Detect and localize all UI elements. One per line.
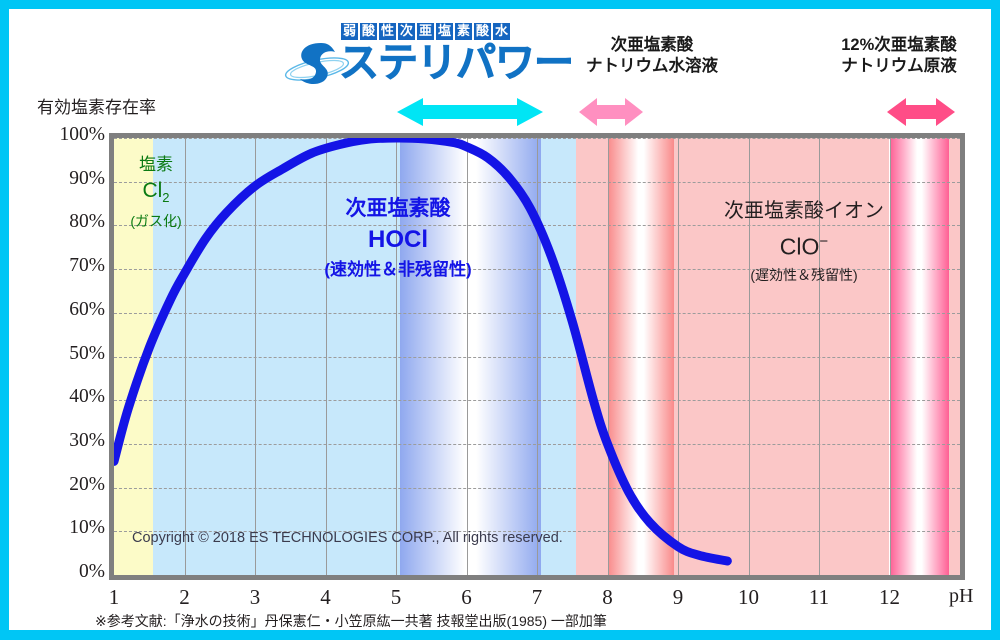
tagline-char: 塩 xyxy=(436,23,453,40)
plot-area: 塩素 Cl2 (ガス化) 次亜塩素酸 HOCl (速効性＆非残留性) 次亜塩素酸… xyxy=(109,133,965,580)
gridline-horizontal xyxy=(114,269,960,271)
header-label-naclo: 次亜塩素酸 ナトリウム水溶液 xyxy=(572,35,732,77)
annotation-hocl-line1: 次亜塩素酸 xyxy=(345,197,451,220)
x-axis-tick: 7 xyxy=(531,585,543,609)
x-axis-tick: 8 xyxy=(602,585,613,609)
gridline-horizontal xyxy=(114,400,960,402)
y-axis-tick: 80% xyxy=(69,211,105,233)
range-arrow-naclo12-icon xyxy=(887,97,955,127)
tagline-char: 酸 xyxy=(360,23,377,40)
y-axis-tick: 40% xyxy=(69,386,105,408)
annotation-hocl-line3: (速効性＆非残留性) xyxy=(324,260,472,279)
y-axis-title: 有効塩素存在率 xyxy=(37,98,156,117)
gridline-horizontal xyxy=(114,531,960,533)
gridline-horizontal xyxy=(114,487,960,489)
gridline-horizontal xyxy=(114,443,960,445)
gridline-horizontal xyxy=(114,356,960,358)
annotation-hypochlorite-line1: 次亜塩素酸イオン xyxy=(724,200,884,222)
annotation-chlorine-line1: 塩素 xyxy=(139,155,173,174)
gridline-horizontal xyxy=(114,138,960,139)
annotation-hypochlorite-formula: ClO− xyxy=(779,233,829,260)
brand-tagline: 弱 酸 性 次 亜 塩 素 酸 水 xyxy=(341,23,510,40)
x-axis-tick: 3 xyxy=(249,585,261,609)
hocl-curve xyxy=(114,138,732,566)
brand-name: ステリパワー xyxy=(339,41,575,86)
y-axis-tick: 100% xyxy=(59,124,106,145)
header-label-naclo12: 12%次亜塩素酸 ナトリウム原液 xyxy=(809,35,989,77)
y-axis-tick: 30% xyxy=(69,429,105,451)
tagline-char: 酸 xyxy=(474,23,491,40)
y-axis-tick: 0% xyxy=(79,561,105,582)
header-label-naclo12-line1: 12%次亜塩素酸 xyxy=(841,36,957,54)
tagline-char: 性 xyxy=(379,23,396,40)
x-axis-tick: 2 xyxy=(179,585,190,609)
annotation-chlorine: 塩素 Cl2 (ガス化) xyxy=(118,152,194,231)
y-axis-tick-labels: 0% 10% 20% 30% 40% 50% 60% 70% 80% 90% 100% xyxy=(29,9,106,640)
annotation-hocl: 次亜塩素酸 HOCl (速効性＆非残留性) xyxy=(278,194,518,284)
annotation-hypochlorite-line3: (遅効性＆残留性) xyxy=(750,266,858,283)
annotation-chlorine-line3: (ガス化) xyxy=(130,213,182,230)
footnote-text: ※参考文献:「浄水の技術」丹保憲仁・小笠原紘一共著 技報堂出版(1985) 一部… xyxy=(95,613,607,629)
x-axis-tick: 6 xyxy=(461,585,472,609)
annotation-hocl-formula: HOCl xyxy=(368,226,428,253)
y-axis-tick: 20% xyxy=(69,473,105,495)
y-axis-tick: 50% xyxy=(69,342,105,364)
x-axis-tick: 12 xyxy=(879,585,900,609)
x-axis-tick: 10 xyxy=(738,585,759,609)
tagline-char: 水 xyxy=(493,23,510,40)
x-axis-tick: 4 xyxy=(320,585,331,609)
x-axis-unit-label: pH xyxy=(949,585,974,607)
brand-logo: 弱 酸 性 次 亜 塩 素 酸 水 ステリパワー xyxy=(283,23,575,89)
annotation-hypochlorite: 次亜塩素酸イオン ClO− (遅効性＆残留性) xyxy=(674,196,934,287)
tagline-char: 素 xyxy=(455,23,472,40)
annotation-chlorine-formula: Cl2 xyxy=(142,179,170,206)
copyright-text: Copyright © 2018 ES TECHNOLOGIES CORP., … xyxy=(132,530,563,546)
tagline-char: 次 xyxy=(398,23,415,40)
swirl-logo-icon xyxy=(283,39,351,87)
x-axis-tick: 5 xyxy=(390,585,402,609)
y-axis-tick: 10% xyxy=(69,517,105,539)
x-axis-tick: 9 xyxy=(672,585,684,609)
y-axis-tick: 70% xyxy=(69,255,105,277)
range-arrow-hocl-icon xyxy=(397,97,543,127)
tagline-char: 亜 xyxy=(417,23,434,40)
tagline-char: 弱 xyxy=(341,23,358,40)
header-label-naclo12-line2: ナトリウム原液 xyxy=(841,57,957,75)
x-axis-tick: 11 xyxy=(808,585,830,609)
header-label-naclo-line2: ナトリウム水溶液 xyxy=(586,57,718,75)
x-axis-tick: 1 xyxy=(108,585,120,609)
y-axis-tick: 60% xyxy=(69,298,105,320)
gridline-horizontal xyxy=(114,312,960,314)
x-axis-tick-labels: 1 2 3 4 5 6 7 8 9 10 11 12 xyxy=(9,585,1000,619)
gridline-horizontal xyxy=(114,181,960,183)
range-arrow-naclo-icon xyxy=(579,97,643,127)
header-label-naclo-line1: 次亜塩素酸 xyxy=(610,36,694,54)
y-axis-tick: 90% xyxy=(69,167,105,189)
